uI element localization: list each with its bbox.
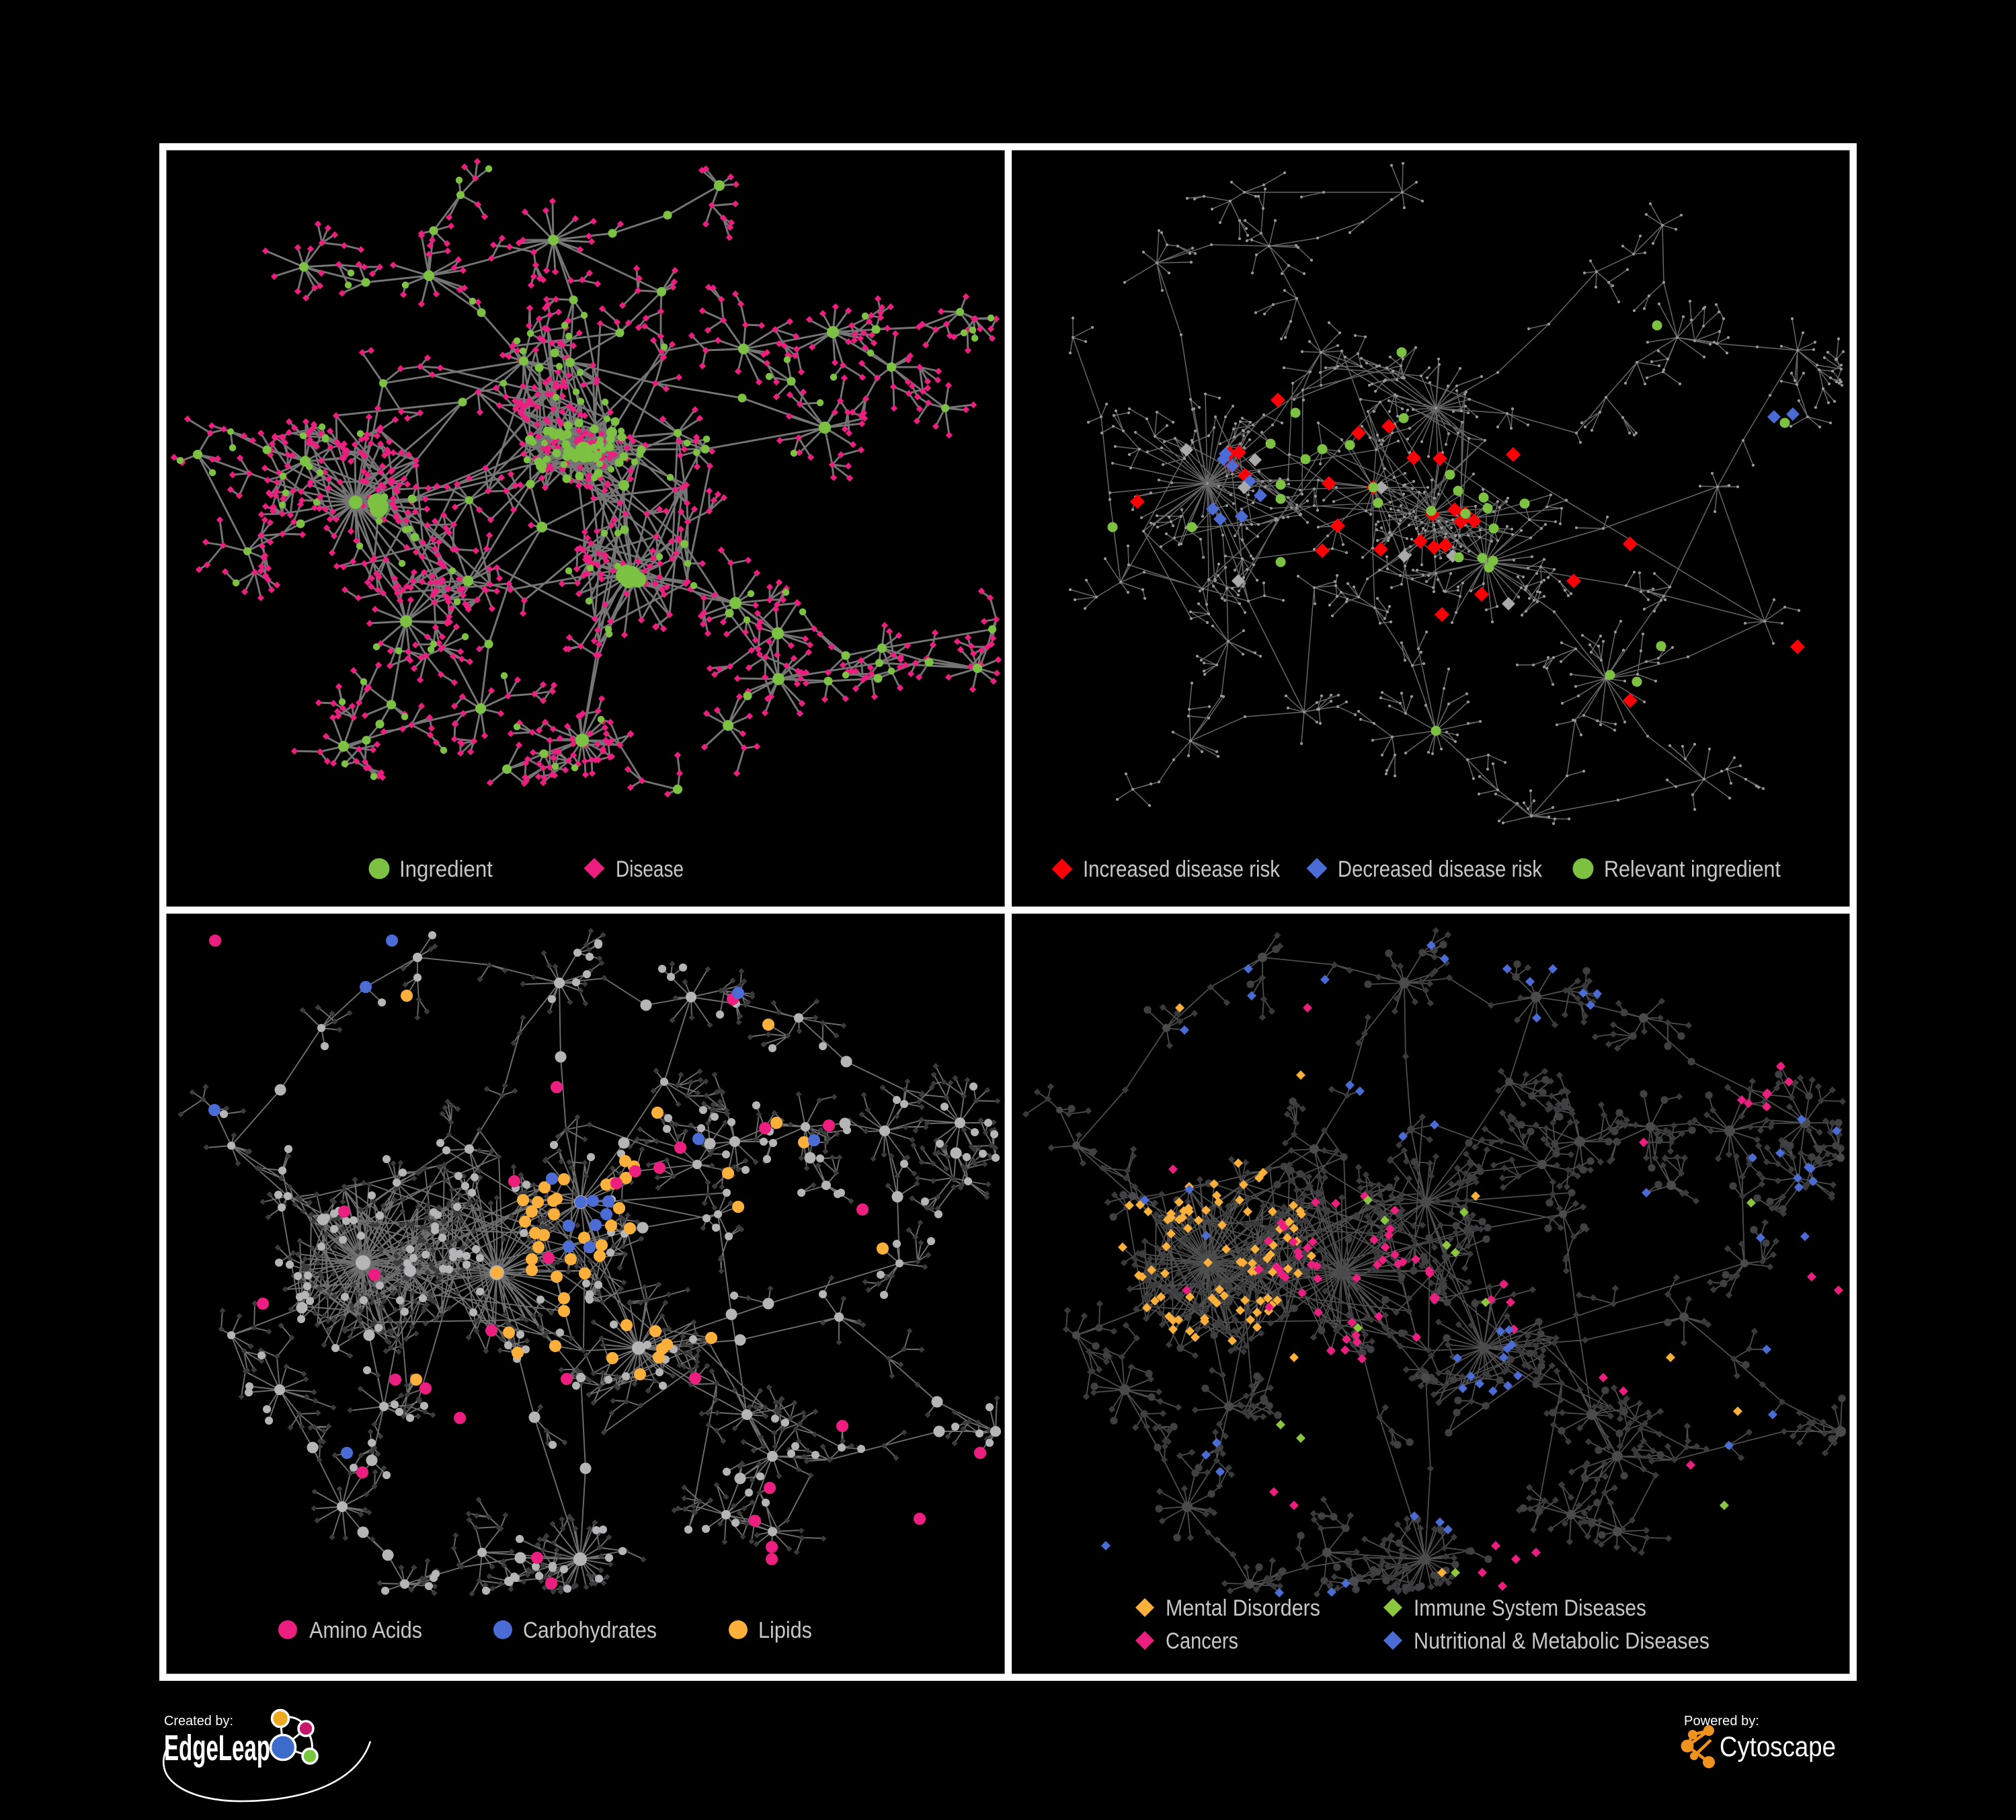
svg-text:Cytoscape: Cytoscape [1720, 1731, 1836, 1762]
svg-text:Created by:: Created by: [164, 1714, 233, 1729]
svg-text:Relevant ingredient: Relevant ingredient [1604, 857, 1781, 882]
svg-text:Disease: Disease [616, 857, 684, 882]
svg-text:Nutritional & Metabolic Diseas: Nutritional & Metabolic Diseases [1414, 1628, 1709, 1654]
svg-text:EdgeLeap: EdgeLeap [164, 1728, 270, 1768]
svg-text:Ingredient: Ingredient [399, 857, 493, 882]
svg-text:Carbohydrates: Carbohydrates [523, 1618, 657, 1643]
svg-text:Amino Acids: Amino Acids [309, 1618, 422, 1643]
svg-text:Powered by:: Powered by: [1684, 1714, 1759, 1729]
svg-text:Cancers: Cancers [1166, 1628, 1238, 1654]
svg-text:Lipids: Lipids [758, 1618, 812, 1643]
svg-text:Immune System Diseases: Immune System Diseases [1414, 1595, 1646, 1621]
svg-text:Mental Disorders: Mental Disorders [1166, 1595, 1320, 1621]
svg-text:Decreased disease risk: Decreased disease risk [1338, 857, 1543, 882]
svg-text:Increased disease risk: Increased disease risk [1083, 857, 1281, 882]
